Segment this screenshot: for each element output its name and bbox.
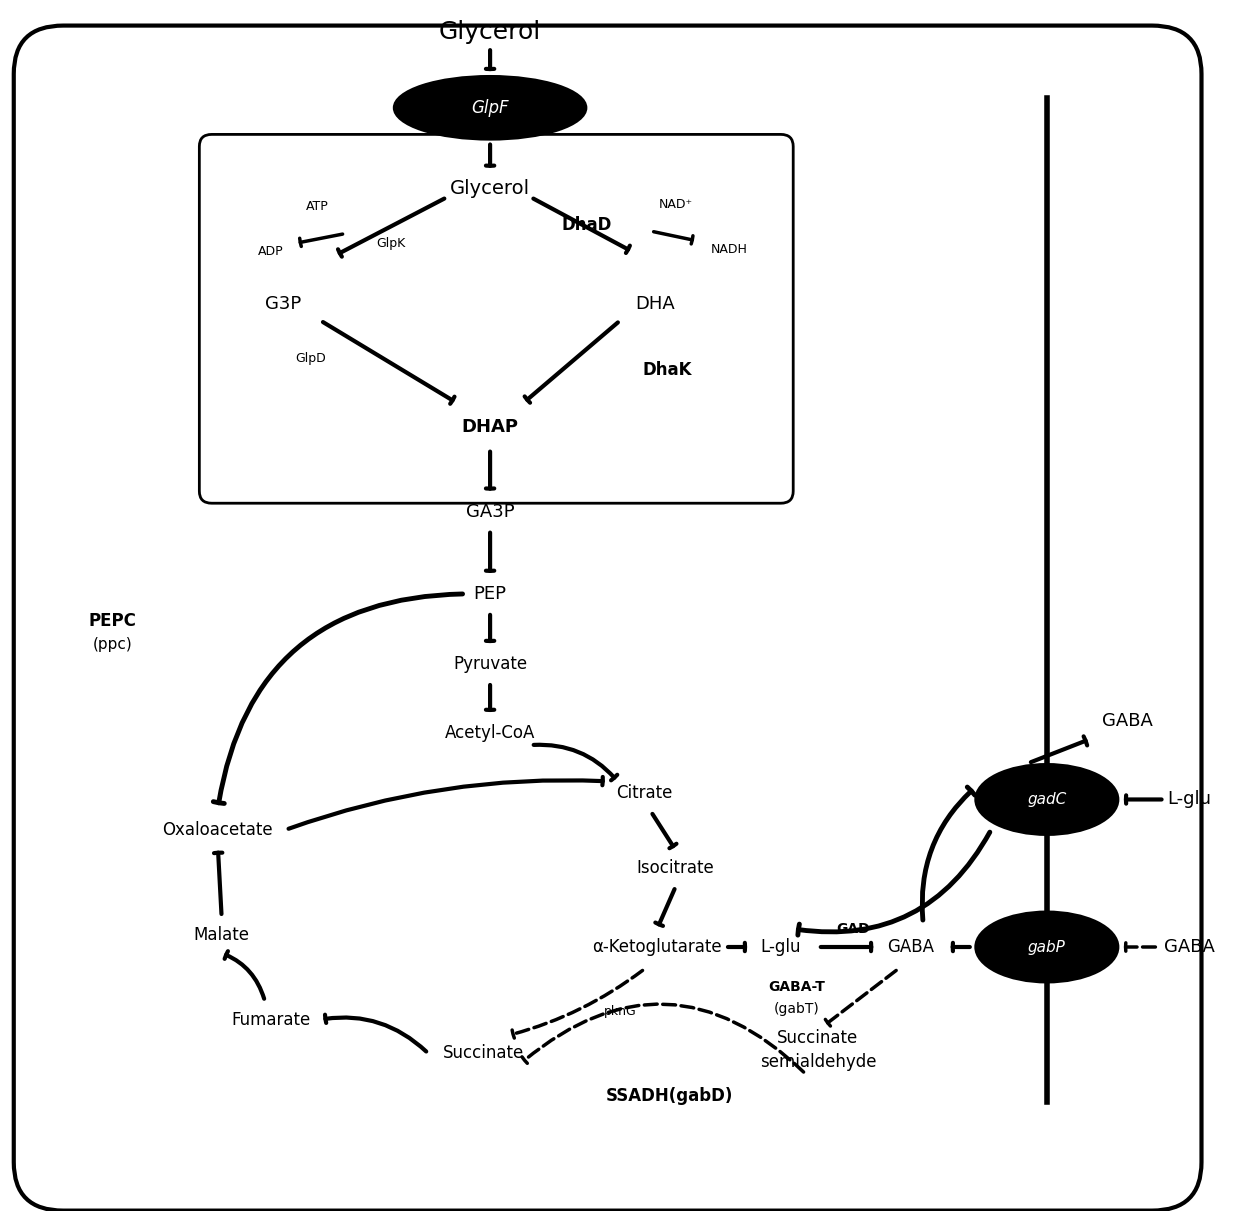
Text: semialdehyde: semialdehyde: [760, 1053, 877, 1071]
Text: Glycerol: Glycerol: [450, 179, 531, 199]
Text: ATP: ATP: [305, 200, 329, 213]
Text: L-glu: L-glu: [760, 938, 801, 956]
Text: Pyruvate: Pyruvate: [453, 654, 527, 673]
Text: Oxaloacetate: Oxaloacetate: [162, 821, 273, 839]
Text: GlpD: GlpD: [295, 351, 326, 365]
Text: GA3P: GA3P: [466, 503, 515, 521]
Text: NAD⁺: NAD⁺: [658, 198, 693, 211]
Ellipse shape: [976, 765, 1118, 835]
Text: DhaK: DhaK: [642, 361, 692, 379]
Text: GABA-T: GABA-T: [769, 981, 826, 994]
Ellipse shape: [976, 911, 1118, 982]
Text: Acetyl-CoA: Acetyl-CoA: [445, 724, 536, 742]
Text: Fumarate: Fumarate: [232, 1011, 311, 1029]
Text: ADP: ADP: [258, 245, 284, 258]
Text: α-Ketoglutarate: α-Ketoglutarate: [593, 938, 722, 956]
Text: Citrate: Citrate: [616, 784, 673, 802]
Text: GlpK: GlpK: [377, 236, 405, 250]
Text: GABA: GABA: [1163, 938, 1214, 956]
Text: Isocitrate: Isocitrate: [637, 859, 714, 877]
Text: gadC: gadC: [1027, 791, 1066, 807]
Text: (ppc): (ppc): [93, 638, 133, 652]
Text: L-glu: L-glu: [1167, 790, 1211, 808]
Text: PEPC: PEPC: [89, 612, 136, 629]
Text: DHA: DHA: [635, 295, 675, 313]
Text: gabP: gabP: [1028, 939, 1065, 955]
Text: SSADH(gabD): SSADH(gabD): [606, 1087, 733, 1104]
Text: GABA: GABA: [1102, 711, 1153, 730]
Ellipse shape: [394, 76, 587, 139]
Text: NADH: NADH: [711, 242, 748, 256]
Text: Succinate: Succinate: [777, 1029, 858, 1047]
Text: (gabT): (gabT): [774, 1001, 820, 1016]
Text: DhaD: DhaD: [562, 216, 611, 234]
Text: G3P: G3P: [265, 295, 301, 313]
Text: GABA: GABA: [888, 938, 934, 956]
Text: GAD: GAD: [836, 922, 869, 936]
Text: DHAP: DHAP: [461, 418, 518, 436]
Text: GlpF: GlpF: [471, 99, 508, 116]
Text: Glycerol: Glycerol: [439, 19, 541, 44]
Text: Malate: Malate: [193, 926, 249, 944]
Text: Succinate: Succinate: [443, 1045, 525, 1063]
Text: PEP: PEP: [474, 585, 507, 602]
Text: pknG: pknG: [604, 1005, 636, 1018]
